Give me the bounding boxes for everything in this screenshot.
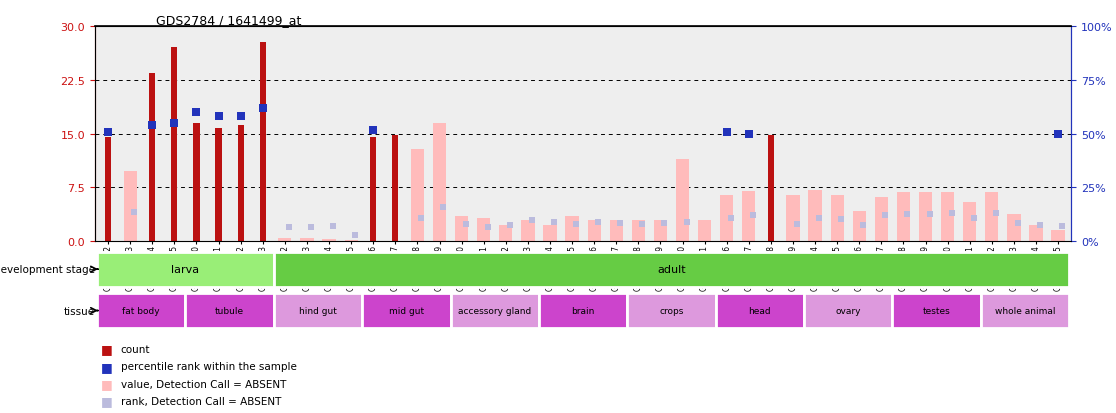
Bar [543, 226, 557, 242]
Bar [260, 43, 266, 242]
Bar [273, 293, 363, 328]
Text: mid gut: mid gut [388, 306, 424, 315]
Bar [105, 138, 112, 242]
Text: head: head [749, 306, 771, 315]
Bar [171, 48, 177, 242]
Bar [720, 195, 733, 242]
Bar [654, 220, 667, 242]
Text: GDS2784 / 1641499_at: GDS2784 / 1641499_at [156, 14, 301, 27]
Bar [238, 126, 243, 242]
Bar [477, 219, 490, 242]
Text: brain: brain [571, 306, 595, 315]
Bar [875, 197, 888, 242]
Bar [787, 195, 800, 242]
Text: crops: crops [660, 306, 684, 315]
Bar [963, 202, 976, 242]
Text: rank, Detection Call = ABSENT: rank, Detection Call = ABSENT [121, 396, 281, 406]
Bar [830, 195, 844, 242]
Bar [698, 220, 711, 242]
Text: adult: adult [657, 264, 686, 275]
Text: hind gut: hind gut [299, 306, 337, 315]
Text: value, Detection Call = ABSENT: value, Detection Call = ABSENT [121, 379, 286, 389]
Bar [185, 293, 273, 328]
Bar [150, 74, 155, 242]
Bar [521, 220, 535, 242]
Bar [985, 193, 999, 242]
Bar [371, 138, 376, 242]
Text: ■: ■ [100, 360, 113, 373]
Text: testes: testes [923, 306, 951, 315]
Text: tissue: tissue [64, 306, 95, 316]
Bar [941, 193, 954, 242]
Bar [323, 240, 336, 242]
Bar [742, 192, 756, 242]
Text: fat body: fat body [123, 306, 160, 315]
Text: accessory gland: accessory gland [458, 306, 531, 315]
Bar [768, 135, 775, 242]
Text: whole animal: whole animal [994, 306, 1056, 315]
Text: percentile rank within the sample: percentile rank within the sample [121, 361, 297, 371]
Bar [566, 216, 579, 242]
Bar [715, 293, 804, 328]
Text: larva: larva [172, 264, 200, 275]
Text: ■: ■ [100, 377, 113, 390]
Bar [918, 193, 932, 242]
Bar [300, 238, 314, 242]
Bar [808, 190, 821, 242]
Bar [97, 293, 185, 328]
Bar [97, 252, 273, 287]
Bar [1008, 214, 1020, 242]
Bar [981, 293, 1069, 328]
Bar [278, 238, 291, 242]
Bar [499, 226, 512, 242]
Text: count: count [121, 344, 150, 354]
Bar [124, 171, 137, 242]
Bar [893, 293, 981, 328]
Bar [451, 293, 539, 328]
Bar [676, 159, 690, 242]
Text: ■: ■ [100, 394, 113, 408]
Bar [632, 220, 645, 242]
Bar [1051, 231, 1065, 242]
Bar [455, 216, 469, 242]
Bar [433, 123, 446, 242]
Bar [215, 128, 222, 242]
Bar [804, 293, 893, 328]
Bar [1029, 226, 1042, 242]
Bar [539, 293, 627, 328]
Bar [609, 220, 623, 242]
Bar [627, 293, 715, 328]
Bar [392, 135, 398, 242]
Text: ■: ■ [100, 342, 113, 356]
Text: development stage: development stage [0, 264, 95, 275]
Bar [587, 220, 600, 242]
Bar [273, 252, 1069, 287]
Bar [411, 150, 424, 242]
Bar [193, 123, 200, 242]
Bar [897, 193, 910, 242]
Bar [345, 240, 358, 242]
Text: tubule: tubule [215, 306, 244, 315]
Bar [853, 211, 866, 242]
Text: ovary: ovary [836, 306, 860, 315]
Bar [363, 293, 451, 328]
